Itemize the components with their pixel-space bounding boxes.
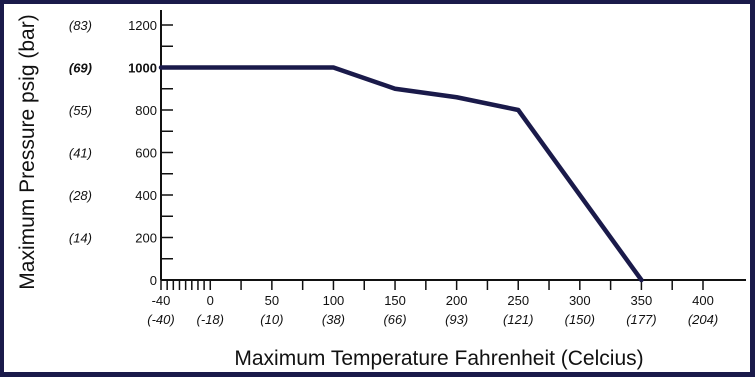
x-tick-sublabel: (121) [503, 312, 533, 327]
y-tick-sublabel: (14) [69, 231, 92, 246]
y-tick-label: 600 [135, 146, 157, 161]
chart-frame: Maximum Pressure psig (bar) Maximum Temp… [4, 4, 750, 372]
x-tick-label: 100 [323, 293, 345, 308]
x-tick-sublabel: (-40) [147, 312, 174, 327]
x-tick-sublabel: (66) [383, 312, 406, 327]
y-tick-label: 200 [135, 231, 157, 246]
y-tick-sublabel: (83) [69, 18, 92, 33]
ticks: 0200(14)400(28)600(41)800(55)1000(69)120… [69, 18, 718, 327]
y-tick-sublabel: (55) [69, 103, 92, 118]
y-tick-sublabel: (41) [69, 146, 92, 161]
series [158, 65, 644, 283]
y-tick-sublabel: (69) [69, 61, 92, 76]
x-tick-sublabel: (10) [260, 312, 283, 327]
y-tick-label: 1000 [128, 61, 157, 76]
x-tick-sublabel: (-18) [197, 312, 224, 327]
y-tick-label: 1200 [128, 18, 157, 33]
x-tick-label: 50 [265, 293, 279, 308]
pressure-temperature-chart: Maximum Pressure psig (bar) Maximum Temp… [16, 10, 746, 370]
x-tick-label: 350 [631, 293, 653, 308]
x-tick-label: 300 [569, 293, 591, 308]
x-tick-sublabel: (150) [565, 312, 595, 327]
x-tick-label: 150 [384, 293, 406, 308]
x-tick-sublabel: (38) [322, 312, 345, 327]
y-tick-label: 800 [135, 103, 157, 118]
x-axis-label: Maximum Temperature Fahrenheit (Celcius) [234, 347, 643, 370]
y-axis-label: Maximum Pressure psig (bar) [16, 14, 39, 289]
y-tick-sublabel: (28) [69, 188, 92, 203]
y-tick-label: 400 [135, 188, 157, 203]
y-tick-label: 0 [150, 273, 157, 288]
x-tick-label: -40 [152, 293, 171, 308]
x-tick-label: 250 [507, 293, 529, 308]
x-tick-label: 200 [446, 293, 468, 308]
axes [160, 10, 746, 281]
series-line [158, 65, 644, 283]
x-tick-sublabel: (177) [626, 312, 656, 327]
x-tick-label: 400 [692, 293, 714, 308]
x-tick-label: 0 [207, 293, 214, 308]
x-tick-sublabel: (93) [445, 312, 468, 327]
x-tick-sublabel: (204) [688, 312, 718, 327]
